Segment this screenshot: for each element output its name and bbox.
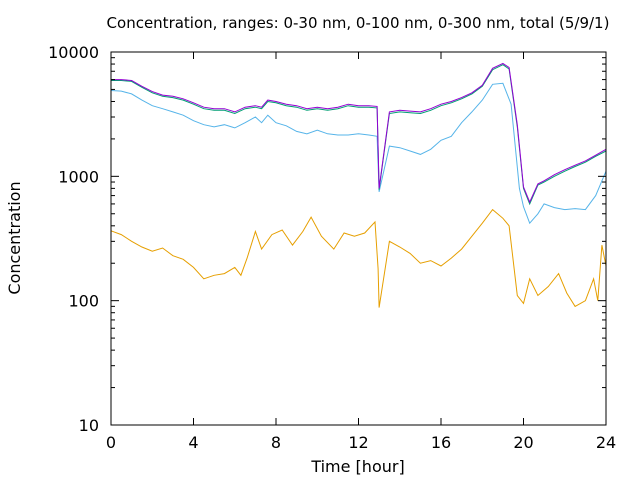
y-axis-title: Concentration: [5, 181, 24, 294]
x-tick-label: 16: [431, 433, 451, 452]
x-tick-label: 0: [106, 433, 116, 452]
plot-frame: [110, 51, 607, 426]
y-axis: 10 100 1000 10000: [48, 43, 606, 435]
series-line-4: [111, 62, 607, 204]
y-tick-label: 100: [68, 292, 99, 311]
series-line-1: [110, 208, 607, 308]
x-axis-title: Time [hour]: [310, 457, 404, 476]
x-tick-label: 4: [188, 433, 198, 452]
x-axis: 0 4 8 12 16 20 24: [106, 52, 616, 452]
y-tick-label: 1000: [58, 167, 99, 186]
series-line-2: [110, 82, 607, 225]
x-tick-label: 20: [513, 433, 533, 452]
y-tick-label: 10: [79, 416, 99, 435]
x-tick-label: 24: [596, 433, 616, 452]
series-layer: [110, 62, 607, 308]
x-tick-label: 8: [271, 433, 281, 452]
chart-title: Concentration, ranges: 0-30 nm, 0-100 nm…: [107, 14, 610, 32]
x-tick-label: 12: [348, 433, 368, 452]
y-tick-label: 10000: [48, 43, 99, 62]
series-line-3: [111, 64, 607, 206]
